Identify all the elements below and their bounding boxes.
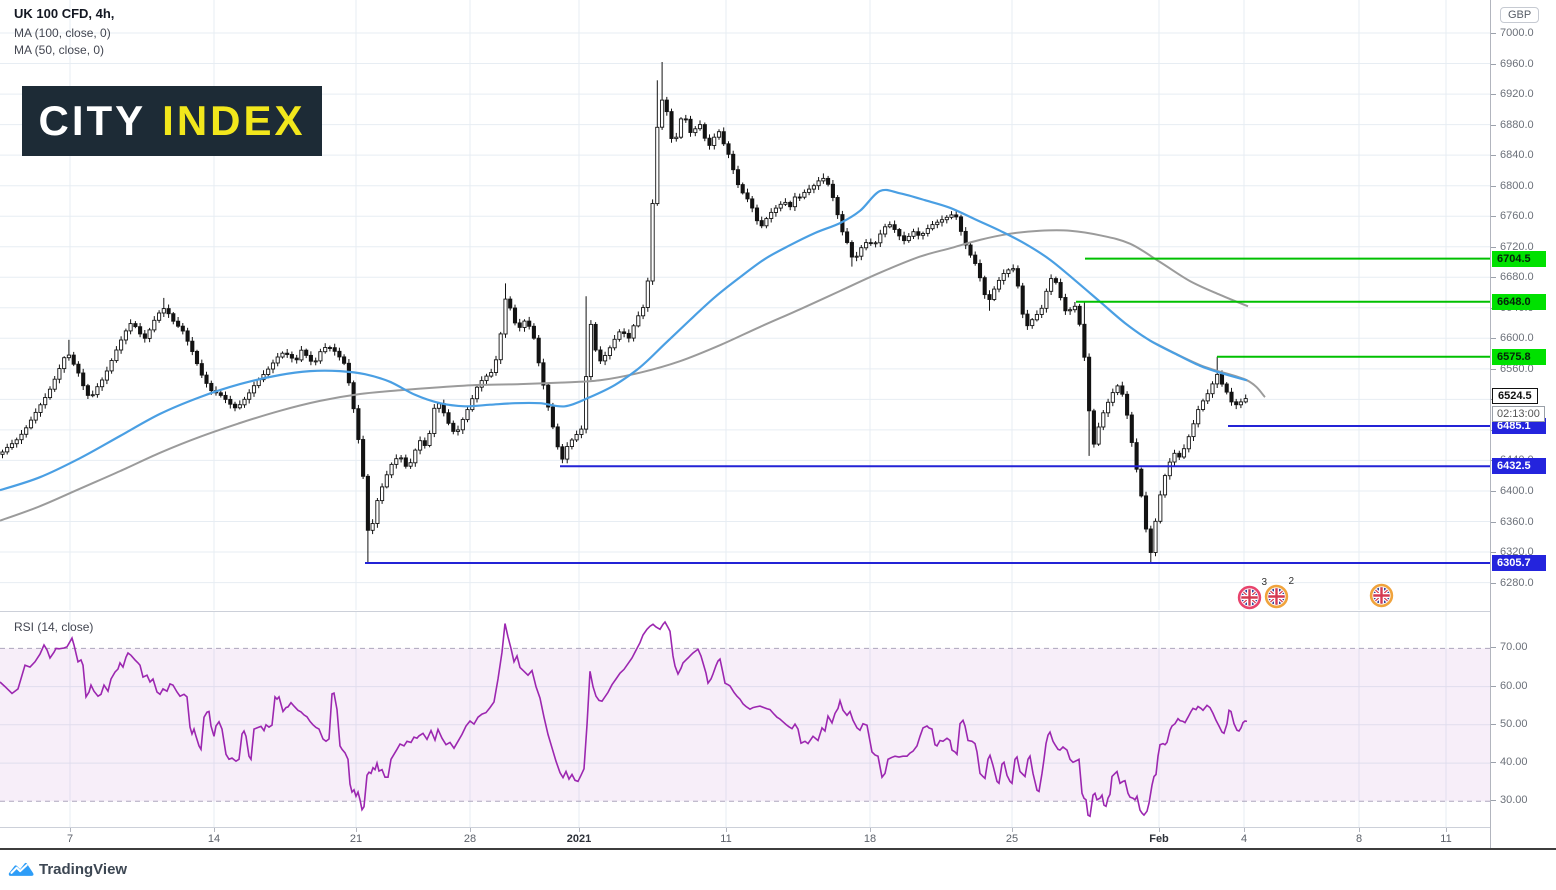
economic-event-flag[interactable]	[1369, 583, 1394, 608]
rsi-tick-label: 40.00	[1491, 756, 1528, 769]
candlestick-series	[0, 62, 1248, 563]
price-tick-label: 6720.0	[1491, 240, 1534, 253]
currency-button[interactable]: GBP	[1500, 7, 1540, 23]
uk-flag-icon	[1264, 584, 1289, 609]
tradingview-brand-text: TradingView	[39, 860, 128, 878]
time-tick	[726, 828, 727, 832]
last-price-label: 6524.5	[1492, 387, 1538, 404]
rsi-tick-label: 30.00	[1491, 794, 1528, 807]
price-tick-label: 6760.0	[1491, 210, 1534, 223]
price-tick-label: 6800.0	[1491, 179, 1534, 192]
resistance-price-label: 6648.0	[1492, 293, 1546, 310]
rsi-line	[0, 620, 1248, 818]
city-index-logo: CITY INDEX	[22, 86, 322, 156]
price-axis[interactable]: GBP 6524.5 02:13:00 7000.0 6960.0 6920.0 68…	[1490, 0, 1556, 853]
city-index-logo-index: INDEX	[162, 97, 306, 144]
ma100-line	[0, 229, 1249, 522]
time-tick-label: 7	[66, 833, 74, 845]
time-tick-label: 4	[1240, 833, 1248, 845]
price-tick-label: 6960.0	[1491, 57, 1534, 70]
time-tick-label: 2021	[566, 833, 592, 845]
support-price-label: 6485.1	[1492, 418, 1546, 435]
resistance-price-label: 6575.8	[1492, 348, 1546, 365]
time-tick	[1446, 828, 1447, 832]
price-tick-label: 6920.0	[1491, 88, 1534, 101]
footer: TradingView	[0, 850, 1556, 890]
time-tick-label: 21	[349, 833, 363, 845]
support-price-label: 6305.7	[1492, 554, 1546, 571]
ma50-line	[0, 188, 1248, 492]
rsi-band	[0, 648, 1490, 802]
support-price-label: 6432.5	[1492, 458, 1546, 475]
event-count-badge: 3	[1261, 577, 1267, 588]
rsi-tick-label: 60.00	[1491, 679, 1528, 692]
time-tick-label: 18	[863, 833, 877, 845]
ma100-legend: MA (100, close, 0)	[14, 26, 111, 40]
time-tick-label: 14	[207, 833, 221, 845]
uk-flag-icon	[1369, 583, 1394, 608]
time-tick	[214, 828, 215, 832]
tradingview-logo[interactable]: TradingView	[8, 858, 127, 880]
uk-flag-icon	[1237, 585, 1262, 610]
rsi-chart-canvas[interactable]	[0, 612, 1490, 828]
rsi-tick-label: 50.00	[1491, 717, 1528, 730]
time-tick	[1359, 828, 1360, 832]
bottom-divider	[0, 848, 1556, 850]
time-tick-label: 11	[720, 833, 732, 845]
price-tick-label: 6600.0	[1491, 332, 1534, 345]
time-tick	[870, 828, 871, 832]
tradingview-mountain-icon	[8, 862, 34, 876]
economic-event-flag[interactable]: 2	[1264, 576, 1294, 609]
rsi-grid	[0, 612, 1490, 828]
time-tick	[70, 828, 71, 832]
time-tick-label: 8	[1355, 833, 1363, 845]
price-tick-label: 6360.0	[1491, 515, 1534, 528]
ma50-legend: MA (50, close, 0)	[14, 43, 105, 57]
time-tick-label: Feb	[1149, 833, 1169, 845]
price-chart-canvas[interactable]	[0, 0, 1490, 610]
event-count-badge: 2	[1288, 576, 1294, 587]
price-tick-label: 6280.0	[1491, 576, 1534, 589]
time-tick	[1244, 828, 1245, 832]
economic-event-flag[interactable]: 3	[1237, 577, 1267, 610]
time-tick	[1159, 828, 1160, 832]
time-tick-label: 11	[1440, 833, 1452, 845]
time-axis[interactable]: 7 14 21 28 2021 11 18 25 Feb 4 8 11	[0, 827, 1490, 848]
price-tick-label: 6880.0	[1491, 118, 1534, 131]
grid	[0, 0, 1490, 610]
bar-countdown-label: 02:13:00	[1492, 405, 1545, 422]
price-tick-label: 7000.0	[1491, 27, 1534, 39]
rsi-tick-label: 70.00	[1491, 641, 1528, 654]
time-tick-label: 25	[1005, 833, 1019, 845]
symbol-title: UK 100 CFD, 4h,	[14, 6, 115, 21]
price-tick-label: 6560.0	[1491, 362, 1534, 375]
time-tick	[1012, 828, 1013, 832]
rsi-chart[interactable]: RSI (14, close)	[0, 611, 1490, 828]
price-tick-label: 6400.0	[1491, 484, 1534, 497]
price-tick-label: 6840.0	[1491, 149, 1534, 162]
time-tick	[579, 828, 580, 832]
time-tick	[470, 828, 471, 832]
price-chart[interactable]	[0, 0, 1490, 610]
price-tick-label: 6680.0	[1491, 271, 1534, 284]
city-index-logo-city: CITY	[38, 97, 147, 144]
resistance-price-label: 6704.5	[1492, 250, 1546, 267]
time-tick-label: 28	[463, 833, 477, 845]
rsi-indicator-label: RSI (14, close)	[14, 620, 94, 634]
chart-legend: UK 100 CFD, 4h, MA (100, close, 0) MA (5…	[14, 6, 114, 59]
time-tick	[356, 828, 357, 832]
